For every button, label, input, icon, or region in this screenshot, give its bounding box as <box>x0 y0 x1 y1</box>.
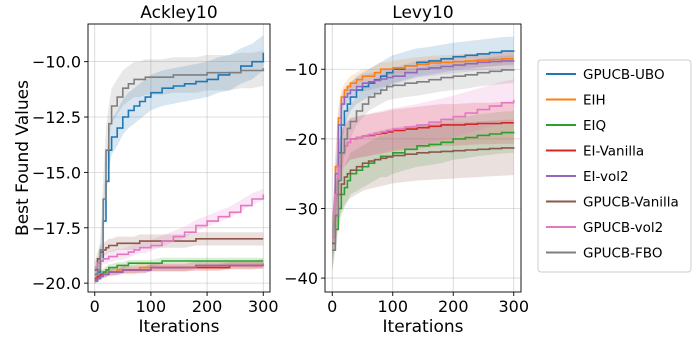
ackley10-band-eiq <box>94 257 264 285</box>
levy10-xtick-label: 0 <box>327 297 337 316</box>
levy10-xtick-label: 100 <box>377 297 408 316</box>
ackley10-plot-area <box>88 24 270 292</box>
ackley10-line-gpucb-vol2 <box>94 194 265 269</box>
levy10-plot-area <box>325 24 521 292</box>
ackley10-ytick-label: −12.5 <box>32 108 81 127</box>
ackley10-title: Ackley10 <box>140 3 217 23</box>
levy10-xlabel: Iterations <box>383 317 464 337</box>
levy10-band-eiq <box>332 111 514 272</box>
legend-box <box>537 59 692 273</box>
ackley10-xlabel: Iterations <box>139 317 220 337</box>
legend-label-ei-vanilla: EI-Vanilla <box>583 144 644 160</box>
ackley10-ytick-label: −20.0 <box>32 274 81 293</box>
legend: GPUCB-UBO EIH EIQ EI-Vanilla EI-vol2 GPUCB-Va… <box>537 59 692 273</box>
ackley10-xtick-label: 300 <box>248 297 279 316</box>
legend-label-gpucb-vanilla: GPUCB-Vanilla <box>583 195 679 211</box>
ackley10-band-gpucb-fbo <box>94 50 264 281</box>
legend-label-gpucb-ubo: GPUCB-UBO <box>583 67 665 83</box>
levy10-band-gpucb-vanilla <box>332 119 514 272</box>
levy10-ytick-label: −30 <box>284 199 318 218</box>
levy10-panel: Levy10 Iterations 0 100 200 300 −40 −30 −20 −10 <box>284 3 529 337</box>
levy10-line-ei-vol2 <box>332 60 515 245</box>
ackley10-band-gpucb-vol2 <box>94 189 264 274</box>
ackley10-ytick-label: −10.0 <box>32 53 81 72</box>
legend-label-eiq: EIQ <box>583 118 606 134</box>
ackley10-ytick-label: −15.0 <box>32 163 81 182</box>
levy10-xtick-label: 300 <box>498 297 529 316</box>
levy10-title: Levy10 <box>392 3 453 23</box>
levy10-band-ei-vanilla <box>332 102 514 258</box>
ackley10-xtick-label: 200 <box>192 297 223 316</box>
levy10-line-gpucb-vanilla <box>332 147 515 245</box>
ackley10-ytick-label: −17.5 <box>32 219 81 238</box>
ackley10-xtick-label: 100 <box>136 297 167 316</box>
legend-label-gpucb-vol2: GPUCB-vol2 <box>583 220 663 236</box>
ackley10-band-gpucb-ubo <box>94 35 264 279</box>
levy10-xtick-label: 200 <box>438 297 469 316</box>
ackley10-axes-frame <box>87 23 271 293</box>
y-axis-label: Best Found Values <box>13 80 33 236</box>
levy10-ytick-label: −20 <box>284 130 318 149</box>
legend-label-eih: EIH <box>583 93 606 109</box>
levy10-ytick-label: −10 <box>284 60 318 79</box>
levy10-ytick-label: −40 <box>284 269 318 288</box>
levy10-axes-frame <box>324 23 522 293</box>
levy10-line-gpucb-ubo <box>332 50 515 245</box>
levy10-band-gpucb-fbo <box>332 55 514 272</box>
ackley10-xtick-label: 0 <box>90 297 100 316</box>
ackley10-line-gpucb-vanilla <box>94 238 264 271</box>
ackley10-line-gpucb-fbo <box>94 68 265 276</box>
legend-label-gpucb-fbo: GPUCB-FBO <box>583 246 662 262</box>
legend-label-ei-vol2: EI-vol2 <box>583 169 629 185</box>
ackley10-line-ei-vol2 <box>94 264 264 282</box>
levy10-line-eiq <box>332 131 515 251</box>
levy10-line-eih <box>332 58 514 238</box>
ackley10-panel: Ackley10 Iterations 0 100 200 300 −20.0 −17.5… <box>32 3 279 337</box>
levy10-line-gpucb-fbo <box>332 69 515 251</box>
